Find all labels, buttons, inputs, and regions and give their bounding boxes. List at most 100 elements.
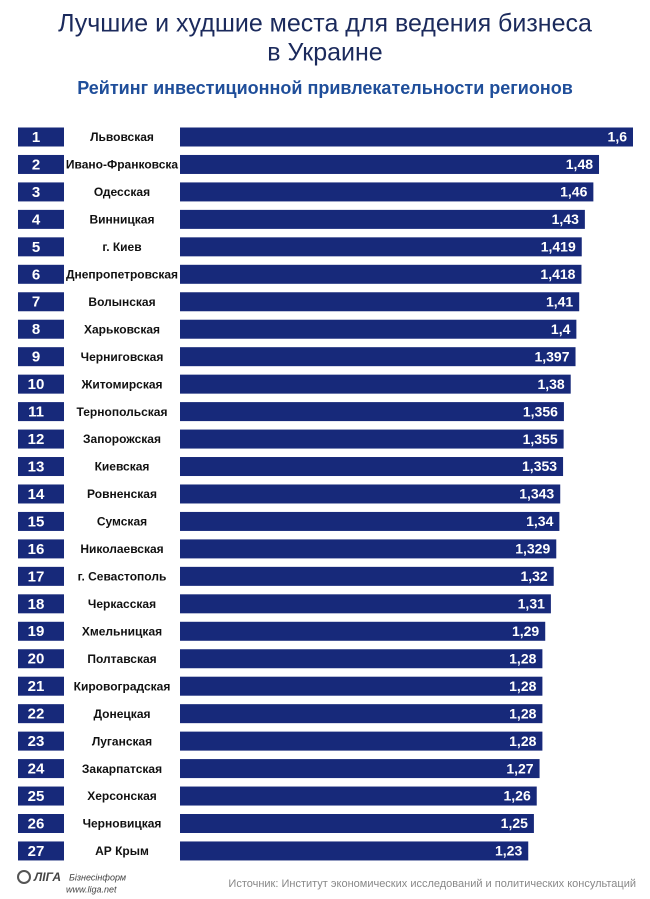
value-label: 1,46 [560, 184, 587, 200]
value-label: 1,418 [540, 266, 575, 282]
value-label: 1,23 [495, 843, 522, 859]
rank-box [18, 292, 64, 312]
rank: 9 [32, 349, 40, 366]
category-label: Одесская [94, 185, 150, 199]
rank: 12 [28, 431, 45, 448]
rank-box [18, 649, 64, 669]
rank-box [18, 374, 64, 394]
rank: 26 [28, 815, 45, 832]
rank-box [18, 704, 64, 724]
rank-box [18, 347, 64, 367]
bar [180, 621, 546, 641]
bar [180, 841, 529, 861]
bar [180, 511, 560, 531]
rank: 2 [32, 156, 40, 173]
rank-box [18, 237, 64, 257]
value-label: 1,397 [534, 348, 569, 364]
rank: 8 [32, 321, 40, 338]
rank: 18 [28, 596, 45, 613]
value-label: 1,34 [526, 513, 553, 529]
bar [180, 127, 633, 147]
bar [180, 209, 585, 229]
rank: 16 [28, 541, 45, 558]
rank-box [18, 484, 64, 504]
category-label: Житомирская [80, 377, 162, 391]
chart-title: Лучшие и худшие места для ведения бизнес… [58, 10, 592, 38]
category-label: Тернопольская [77, 405, 168, 419]
value-label: 1,355 [523, 431, 558, 447]
rank: 14 [28, 486, 45, 503]
value-label: 1,41 [546, 293, 573, 309]
value-label: 1,343 [519, 486, 554, 502]
rank-box [18, 594, 64, 614]
bar [180, 292, 580, 312]
rank: 17 [28, 568, 45, 585]
value-label: 1,32 [520, 568, 547, 584]
rank-box [18, 759, 64, 779]
bar [180, 237, 582, 257]
value-label: 1,25 [501, 815, 528, 831]
category-label: Черновицкая [83, 817, 162, 831]
bar [180, 786, 537, 806]
rank-box [18, 182, 64, 202]
bar [180, 566, 554, 586]
rank-box [18, 676, 64, 696]
logo-icon [17, 870, 31, 884]
rank-box [18, 539, 64, 559]
category-label: Хмельницкая [82, 624, 162, 638]
category-label: Черниговская [81, 350, 164, 364]
value-label: 1,26 [503, 788, 530, 804]
rank-box [18, 209, 64, 229]
rank-box [18, 457, 64, 477]
rank: 23 [28, 733, 45, 750]
category-label: Киевская [95, 460, 150, 474]
rank-box [18, 814, 64, 833]
category-label: Закарпатская [82, 762, 162, 776]
category-label: Запорожская [83, 432, 161, 446]
bar [180, 264, 582, 284]
logo: ЛІГА [33, 870, 61, 884]
rank: 22 [28, 706, 45, 723]
bar [180, 731, 543, 751]
category-label: Днепропетровская [66, 267, 178, 281]
bar [180, 814, 534, 833]
rank: 10 [28, 376, 45, 393]
rank-box [18, 841, 64, 861]
value-label: 1,28 [509, 705, 536, 721]
category-label: Кировоградская [74, 679, 171, 693]
value-label: 1,353 [522, 458, 557, 474]
rank-box [18, 511, 64, 531]
value-label: 1,28 [509, 678, 536, 694]
value-label: 1,29 [512, 623, 539, 639]
value-label: 1,31 [518, 596, 545, 612]
category-label: Черкасская [88, 597, 156, 611]
bar [180, 539, 557, 559]
rank: 13 [28, 458, 45, 475]
value-label: 1,356 [523, 403, 558, 419]
rank-box [18, 154, 64, 174]
category-label: Сумская [97, 515, 147, 529]
category-label: г. Севастополь [78, 570, 167, 584]
bar [180, 182, 594, 202]
bar [180, 704, 543, 724]
rank: 24 [28, 761, 45, 778]
rank: 21 [28, 678, 45, 695]
logo: Бізнесінформ [69, 872, 126, 882]
rank: 6 [32, 266, 40, 283]
chart-subtitle: Рейтинг инвестиционной привлекательности… [77, 78, 573, 98]
bar [180, 759, 540, 779]
rank-box [18, 429, 64, 449]
value-label: 1,43 [552, 211, 579, 227]
rank: 25 [28, 788, 45, 805]
rank: 5 [32, 239, 40, 256]
rank-box [18, 319, 64, 339]
category-label: Львовская [90, 130, 154, 144]
rank: 27 [28, 843, 45, 860]
value-label: 1,48 [566, 156, 593, 172]
rank-box [18, 731, 64, 751]
bar [180, 649, 543, 669]
category-label: Харьковская [84, 322, 160, 336]
rank: 11 [28, 404, 44, 421]
bar [180, 374, 571, 394]
